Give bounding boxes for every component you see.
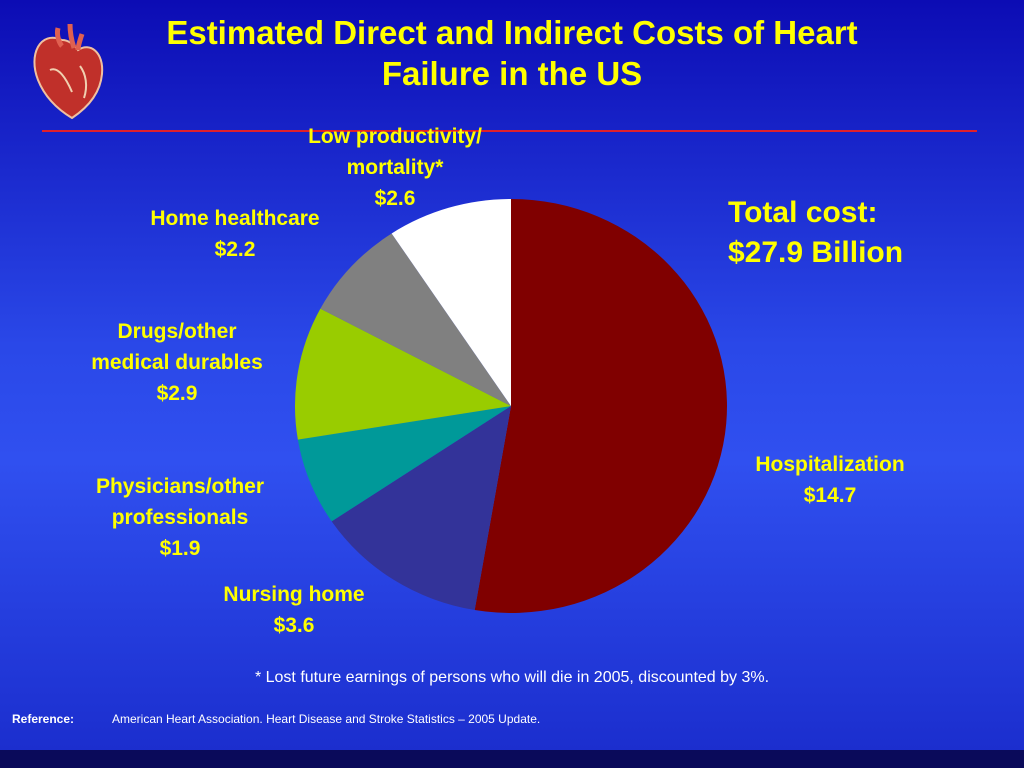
title: Estimated Direct and Indirect Costs of H… [166, 14, 858, 92]
slice-label: Home healthcare $2.2 [85, 203, 385, 265]
value-label: $3.6 [273, 614, 315, 637]
value-label: $2.2 [214, 238, 256, 261]
slice-label: Physicians/other professionals $1.9 [30, 471, 330, 564]
pie-slice [391, 199, 511, 406]
heart-icon [33, 23, 104, 120]
slice-label: Drugs/other medical durables $2.9 [27, 316, 327, 409]
category-label: Hospitalization [755, 453, 905, 476]
total-label: Total cost: [728, 196, 878, 229]
reference-label: Reference: [12, 712, 75, 726]
category-label: Physicians/other professionals [95, 475, 265, 529]
total-value: $27.9 Billion [728, 236, 904, 269]
slice-label: Nursing home $3.6 [144, 579, 444, 641]
value-label: $2.9 [156, 382, 198, 405]
category-label: Nursing home [223, 583, 365, 606]
pie [295, 198, 728, 613]
reference: Reference: American Heart Association. He… [12, 712, 540, 726]
value-label: $14.7 [803, 484, 857, 507]
total-cost: Total cost: $27.9 Billion [728, 193, 903, 273]
value-label: $2.6 [374, 187, 416, 210]
pie-slice [331, 406, 511, 611]
pie-slice [320, 233, 511, 406]
category-label: Drugs/other medical durables [91, 320, 263, 374]
category-label: Low productivity/ mortality* [308, 125, 482, 179]
bottom-bar [0, 750, 1024, 768]
slice-label: Low productivity/ mortality* $2.6 [245, 121, 545, 214]
value-label: $1.9 [159, 537, 201, 560]
reference-text: American Heart Association. Heart Diseas… [112, 712, 541, 726]
pie-slice [297, 406, 511, 522]
pie-slice [295, 308, 511, 440]
pie-slice [474, 198, 728, 613]
footnote: * Lost future earnings of persons who wi… [254, 669, 770, 686]
category-label: Home healthcare [150, 207, 320, 230]
slice-label: Hospitalization $14.7 [680, 449, 980, 511]
